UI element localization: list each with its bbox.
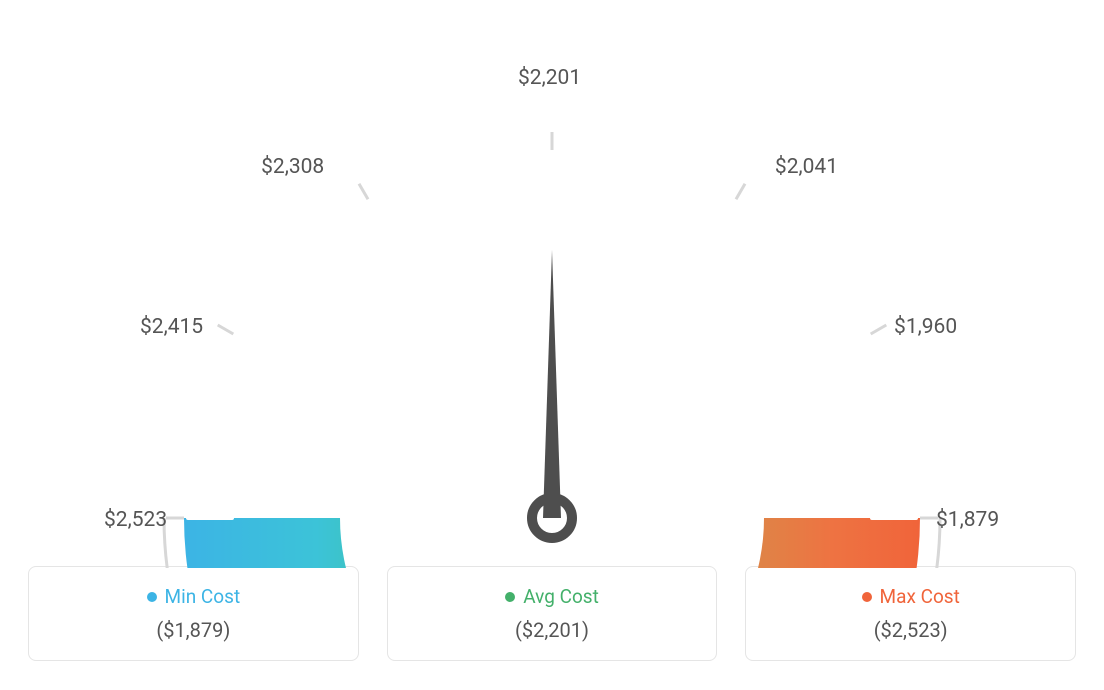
dot-icon xyxy=(147,592,157,602)
gauge-svg xyxy=(0,48,1104,568)
gauge-tick-label: $2,415 xyxy=(140,315,203,339)
gauge-tick-label: $2,201 xyxy=(518,66,581,90)
card-title-min: Min Cost xyxy=(165,585,241,608)
card-value-min: ($1,879) xyxy=(41,618,346,642)
dot-icon xyxy=(505,592,515,602)
dot-icon xyxy=(862,592,872,602)
gauge-tick-label: $2,308 xyxy=(261,155,324,179)
card-value-avg: ($2,201) xyxy=(400,618,705,642)
card-avg-cost: Avg Cost ($2,201) xyxy=(387,566,718,661)
gauge-tick-label: $1,960 xyxy=(894,315,957,339)
gauge-tick-label: $2,523 xyxy=(104,508,167,532)
legend-row: Min Cost ($1,879) Avg Cost ($2,201) Max … xyxy=(0,566,1104,661)
gauge-tick-label: $1,879 xyxy=(936,508,999,532)
card-value-max: ($2,523) xyxy=(758,618,1063,642)
card-min-cost: Min Cost ($1,879) xyxy=(28,566,359,661)
card-max-cost: Max Cost ($2,523) xyxy=(745,566,1076,661)
gauge-chart: $1,879 $1,960 $2,041 $2,201 $2,308 $2,415 $2,5… xyxy=(0,0,1104,560)
gauge-tick-label: $2,041 xyxy=(775,155,838,179)
card-title-avg: Avg Cost xyxy=(523,585,599,608)
card-title-max: Max Cost xyxy=(880,585,960,608)
